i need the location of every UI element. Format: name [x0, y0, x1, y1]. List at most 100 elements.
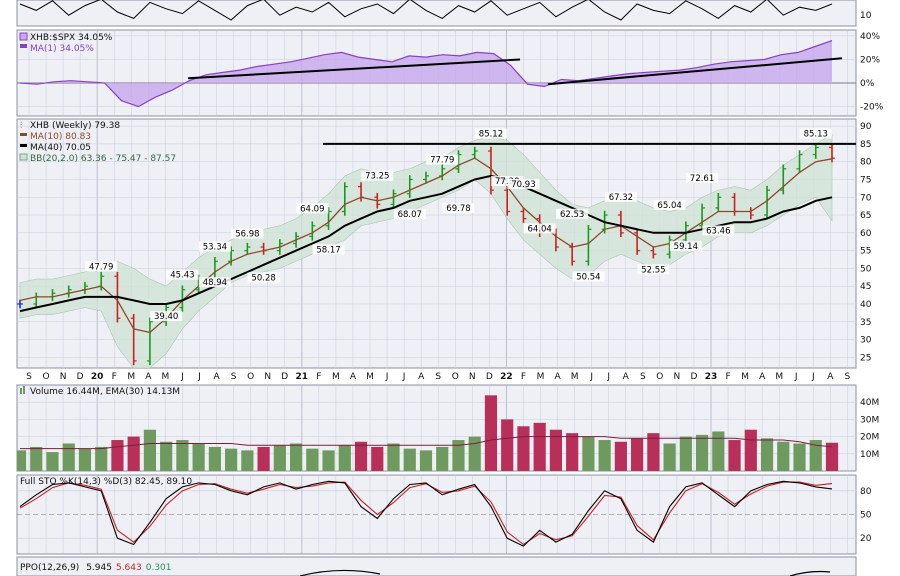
rs-ma-label: MA(1) 34.05%	[30, 44, 94, 54]
volume-bar	[257, 446, 270, 471]
x-tick-label: N	[264, 372, 271, 382]
x-tick-label: J	[589, 372, 593, 382]
price-callout: 77.79	[430, 156, 454, 166]
x-tick-label: J	[811, 372, 815, 382]
top-panel-series	[19, 0, 833, 21]
x-tick-label: F	[725, 372, 730, 382]
volume-bar	[468, 436, 481, 471]
x-tick-label: M	[775, 372, 783, 382]
x-tick-label: A	[759, 372, 766, 382]
price-callout: 50.28	[251, 273, 275, 283]
bb-swatch	[19, 153, 28, 161]
volume-bar	[517, 426, 530, 471]
rs-trendline-2	[547, 57, 843, 86]
rs-ma-swatch	[20, 44, 27, 48]
volume-bar	[78, 448, 92, 471]
price-callout: 64.09	[300, 204, 324, 214]
rs-legend: XHB:$SPX 34.05% MA(1) 34.05%	[19, 32, 113, 54]
axis-ticks: 90 85 80 75 70 65 60 55 50 45 40 35 30 25 40% 20% 0% -20%…	[860, 11, 884, 544]
volume-bar	[322, 450, 335, 471]
price-tick-label: 55	[860, 247, 871, 257]
volume-bar	[143, 429, 157, 471]
ma10-swatch	[20, 133, 27, 136]
ppo-name: PPO(12,26,9)	[20, 563, 79, 573]
volume-bar	[208, 446, 221, 471]
ppo-v3: 0.301	[146, 563, 172, 573]
price-callout-bg	[150, 311, 183, 322]
volume-bar	[241, 450, 254, 471]
price-callout: 47.79	[89, 262, 113, 272]
x-tick-label: J	[180, 372, 184, 382]
price-callout: 53.34	[203, 243, 227, 253]
price-callout-bg	[361, 170, 394, 181]
price-bar-icon: ⫶	[20, 120, 22, 131]
volume-bar	[647, 433, 660, 471]
price-callout-bg	[491, 176, 524, 187]
x-tick-label: A	[623, 372, 630, 382]
volume-tick-label: 20M	[860, 433, 879, 443]
x-tick-label: D	[690, 372, 697, 382]
x-tick-label: D	[486, 372, 493, 382]
price-callout: 67.32	[609, 193, 633, 203]
volume-bar	[289, 443, 303, 471]
x-tick-label: O	[247, 372, 254, 382]
price-tick-label: 65	[860, 211, 871, 221]
x-tick-label: M	[162, 372, 170, 382]
price-callout-bg	[686, 172, 719, 183]
price-callout: 77.38	[495, 177, 519, 187]
price-callout-bg	[474, 128, 507, 139]
x-tick-label: F	[316, 372, 321, 382]
volume-bar	[30, 446, 43, 471]
x-tick-label: J	[794, 372, 798, 382]
vol-icon-bar-1	[20, 388, 22, 394]
sto-series	[19, 480, 833, 547]
price-callout-bg	[198, 277, 231, 288]
volume-bar	[127, 436, 140, 471]
ppo-series	[299, 569, 831, 576]
volume-bar	[225, 448, 238, 471]
volume-bar	[484, 395, 498, 471]
volume-bar	[436, 446, 449, 471]
volume-legend: Volume 16.44M, EMA(30) 14.13M	[20, 386, 180, 397]
ppo-legend-text: PPO(12,26,9) 5.945 5.643 0.301	[20, 563, 172, 573]
ppo-panel	[16, 556, 857, 576]
volume-bar	[111, 440, 124, 471]
price-callout: 65.04	[657, 201, 681, 211]
ppo-legend: PPO(12,26,9) 5.945 5.643 0.301	[20, 563, 172, 573]
price-callout-bg	[556, 208, 589, 219]
x-tick-label: N	[60, 372, 67, 382]
ma40-swatch	[20, 144, 27, 147]
rs-tick-label: 40%	[860, 32, 880, 42]
x-tick-label: 20	[91, 372, 104, 382]
price-title: XHB (Weekly) 79.38	[30, 121, 120, 131]
bb-label: BB(20,2.0) 63.36 - 75.47 - 87.57	[30, 154, 176, 164]
ma10-label: MA(10) 80.83	[30, 132, 91, 142]
price-callout-bg	[312, 244, 345, 255]
price-callout: 59.14	[674, 242, 698, 252]
x-tick-label: J	[385, 372, 389, 382]
price-callout-bg	[637, 264, 670, 275]
rs-tick-label: 20%	[860, 55, 880, 65]
volume-ema-line	[20, 436, 833, 450]
x-tick-label: M	[537, 372, 545, 382]
price-callout: 39.40	[154, 312, 178, 322]
x-tick-label: N	[469, 372, 476, 382]
price-callout-bg	[247, 272, 280, 283]
x-tick-label: J	[197, 372, 201, 382]
price-tick-label: 70	[860, 193, 872, 203]
sto-tick-label: 20	[860, 534, 872, 544]
volume-bar	[663, 443, 676, 471]
ppo-v2: 5.643	[116, 563, 142, 573]
price-callout-bg	[85, 261, 118, 272]
price-callout: 72.61	[690, 174, 714, 184]
price-callout: 45.43	[170, 271, 194, 281]
x-tick-label: D	[77, 372, 84, 382]
ppo-line	[299, 569, 831, 576]
x-tick-label: M	[741, 372, 749, 382]
x-tick-label: A	[350, 372, 357, 382]
volume-bar	[533, 422, 546, 471]
price-callout-bg	[604, 191, 637, 202]
price-callout: 69.78	[446, 204, 470, 214]
volume-bar	[501, 419, 514, 471]
